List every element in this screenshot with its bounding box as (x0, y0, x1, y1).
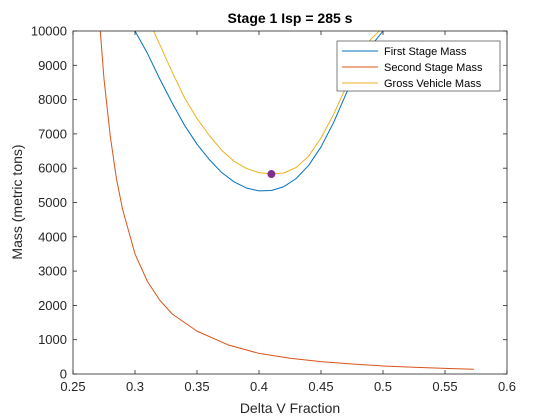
x-tick-label: 0.6 (498, 379, 516, 394)
y-tick-label: 9000 (38, 58, 67, 73)
y-axis-label: Mass (metric tons) (9, 144, 25, 259)
y-tick-label: 4000 (38, 229, 67, 244)
legend-label-first-stage-mass: First Stage Mass (384, 46, 467, 58)
series-layer (99, 31, 475, 370)
x-axis-label: Delta V Fraction (240, 400, 340, 416)
y-tick-label: 10000 (31, 24, 67, 39)
optimum-marker (267, 170, 276, 179)
x-axis-ticks: 0.25 0.3 0.35 0.4 0.45 0.5 0.55 0.6 (60, 31, 516, 394)
series-line-second-stage-mass (99, 31, 475, 370)
legend-entry-first-stage-mass: First Stage Mass (342, 46, 467, 58)
marker-layer (267, 170, 276, 179)
chart-title: Stage 1 Isp = 285 s (228, 10, 353, 26)
legend-label-gross-vehicle-mass: Gross Vehicle Mass (384, 78, 482, 90)
x-tick-label: 0.55 (432, 379, 457, 394)
x-tick-label: 0.25 (60, 379, 85, 394)
y-tick-label: 8000 (38, 92, 67, 107)
x-tick-label: 0.4 (250, 379, 268, 394)
legend-entry-gross-vehicle-mass: Gross Vehicle Mass (342, 78, 482, 90)
y-tick-label: 2000 (38, 298, 67, 313)
y-tick-label: 3000 (38, 264, 67, 279)
x-tick-label: 0.5 (374, 379, 392, 394)
y-tick-label: 5000 (38, 195, 67, 210)
legend: First Stage Mass Second Stage Mass Gross… (336, 40, 501, 92)
x-tick-label: 0.3 (126, 379, 144, 394)
y-tick-label: 6000 (38, 161, 67, 176)
x-tick-label: 0.45 (308, 379, 333, 394)
series-line-gross-vehicle-mass (153, 31, 380, 175)
y-axis-ticks: 0 1000 2000 3000 4000 5000 6000 7000 8000 9000 100… (31, 24, 507, 382)
y-tick-label: 7000 (38, 126, 67, 141)
series-line-first-stage-mass (134, 31, 384, 192)
x-tick-label: 0.35 (184, 379, 209, 394)
y-tick-label: 0 (60, 367, 67, 382)
y-tick-label: 1000 (38, 332, 67, 347)
legend-entry-second-stage-mass: Second Stage Mass (342, 62, 483, 74)
legend-label-second-stage-mass: Second Stage Mass (384, 62, 483, 74)
